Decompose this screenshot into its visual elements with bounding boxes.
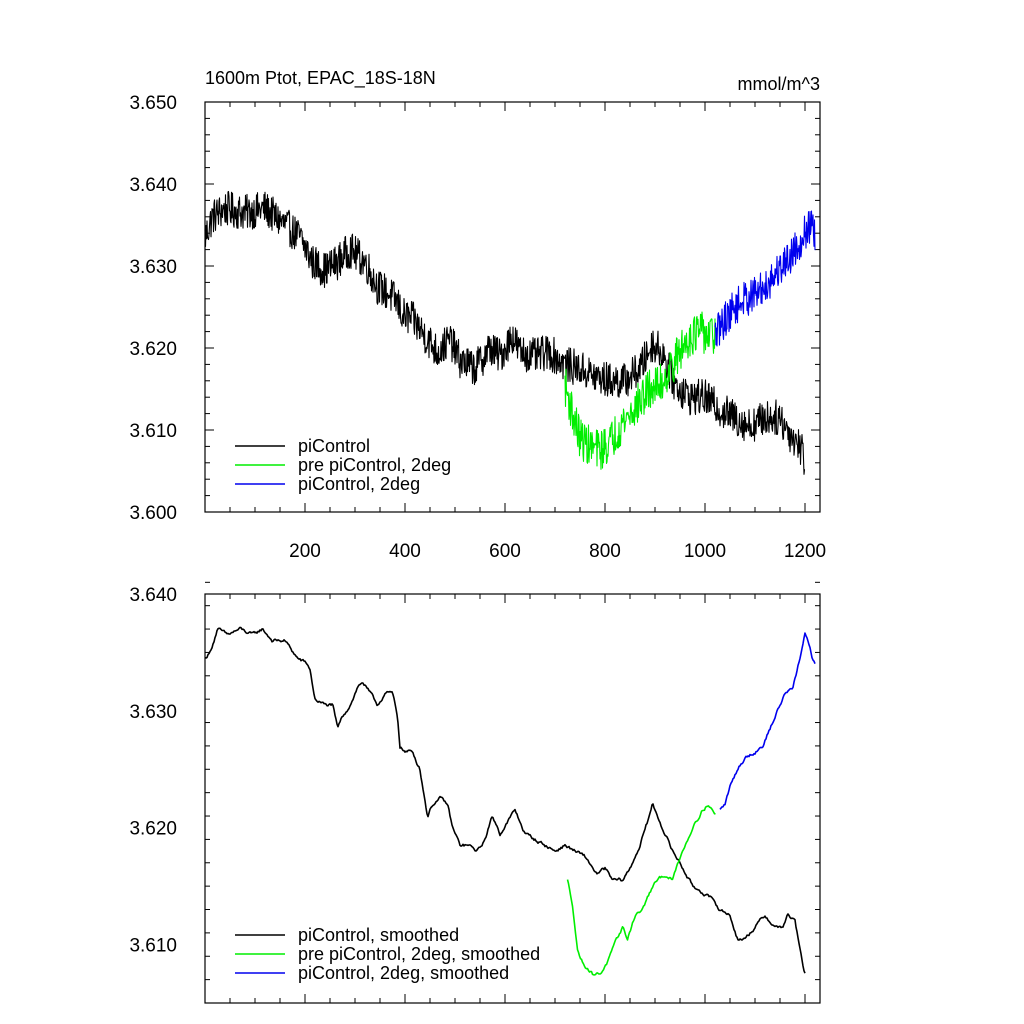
series-line-pre-picontrol-2deg-smoothed — [566, 805, 716, 976]
series-line-picontrol-2deg — [714, 210, 816, 347]
chart-title: 1600m Ptot, EPAC_18S-18N — [205, 68, 436, 89]
y-tick-label: 3.610 — [129, 936, 177, 957]
y-tick-label: 3.620 — [129, 819, 177, 840]
x-tick-label: 200 — [289, 541, 321, 562]
y-tick-label: 3.650 — [129, 93, 177, 114]
series-line-picontrol — [204, 190, 806, 475]
y-tick-label: 3.610 — [129, 421, 177, 442]
legend-entry: piControl, 2deg, smoothed — [298, 963, 509, 983]
x-tick-label: 600 — [489, 541, 521, 562]
y-tick-label: 3.630 — [129, 702, 177, 723]
y-tick-label: 3.620 — [129, 339, 177, 360]
x-tick-label: 1000 — [684, 541, 726, 562]
series-line-picontrol-smoothed — [204, 626, 806, 974]
x-tick-label: 800 — [589, 541, 621, 562]
legend-entry: piControl, 2deg — [298, 474, 420, 494]
legend-entry: piControl — [298, 436, 370, 456]
series-line-picontrol-2deg-smoothed — [719, 632, 816, 810]
series-line-pre-picontrol-2deg — [564, 311, 716, 470]
y-tick-label: 3.640 — [129, 585, 177, 606]
x-tick-label: 400 — [389, 541, 421, 562]
y-tick-label: 3.600 — [129, 503, 177, 524]
legend-entry: pre piControl, 2deg, smoothed — [298, 944, 540, 964]
plot-frame — [204, 593, 821, 1004]
legend-entry: pre piControl, 2deg — [298, 455, 451, 475]
plot-frame — [204, 101, 821, 513]
y-tick-label: 3.640 — [129, 175, 177, 196]
top-panel: 200 400 600 800 1000 1200 3.600 3.610 3.620 3.630… — [129, 68, 826, 562]
x-tick-label: 1200 — [784, 541, 826, 562]
legend-entry: piControl, smoothed — [298, 925, 459, 945]
units-label: mmol/m^3 — [738, 74, 820, 94]
y-tick-label: 3.630 — [129, 257, 177, 278]
